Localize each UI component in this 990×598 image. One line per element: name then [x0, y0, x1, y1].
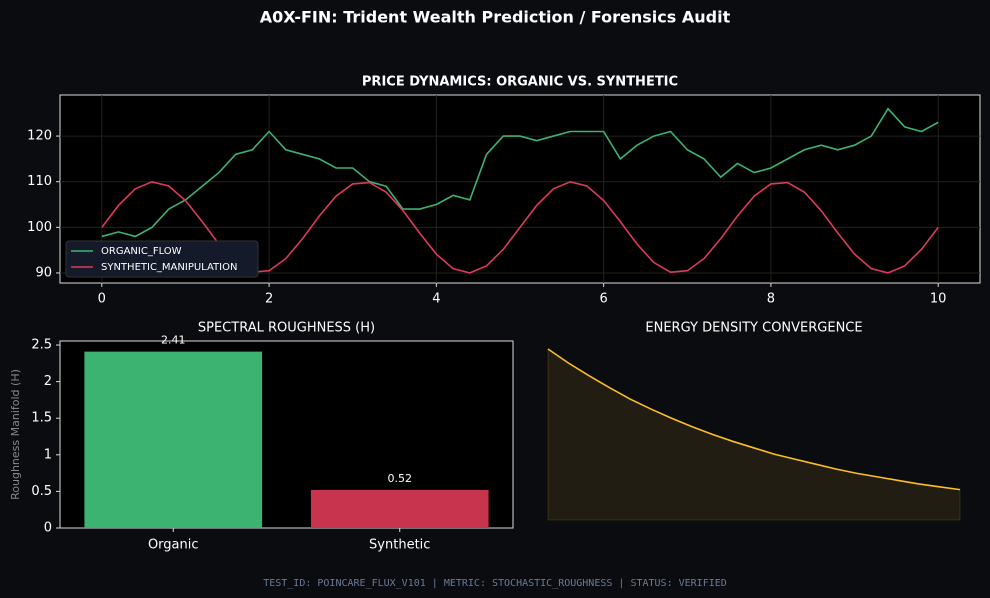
- chart-title: ENERGY DENSITY CONVERGENCE: [645, 321, 862, 336]
- y-tick-label: 2.5: [31, 338, 52, 353]
- value-label: 0.52: [388, 472, 413, 485]
- x-tick-label: 10: [930, 292, 947, 307]
- chart-title: SPECTRAL ROUGHNESS (H): [198, 321, 375, 336]
- x-tick-label: 6: [599, 292, 607, 307]
- y-tick-label: 1.5: [31, 411, 52, 426]
- y-tick-label: 1: [44, 447, 52, 462]
- bar: [310, 489, 489, 528]
- legend-label: ORGANIC_FLOW: [101, 246, 182, 257]
- legend-label: SYNTHETIC_MANIPULATION: [101, 262, 237, 273]
- y-tick-label: 100: [27, 220, 52, 235]
- y-tick-label: 0: [44, 521, 52, 536]
- chart-title: PRICE DYNAMICS: ORGANIC VS. SYNTHETIC: [362, 75, 678, 90]
- x-tick-label: 4: [432, 292, 440, 307]
- value-label: 2.41: [161, 334, 186, 347]
- y-axis-label: Roughness Manifold (H): [9, 369, 22, 500]
- x-tick-label: 0: [98, 292, 106, 307]
- y-tick-label: 90: [35, 265, 52, 280]
- legend-box: [65, 240, 259, 278]
- area-line: [547, 348, 961, 491]
- x-tick-label: Organic: [148, 538, 199, 553]
- footer: TEST_ID: POINCARE_FLUX_V101 | METRIC: ST…: [263, 578, 727, 589]
- y-tick-label: 110: [27, 174, 52, 189]
- series-line: [101, 107, 939, 238]
- y-tick-label: 2: [44, 374, 52, 389]
- y-tick-label: 0.5: [31, 484, 52, 499]
- y-tick-label: 120: [27, 129, 52, 144]
- bar: [84, 351, 263, 528]
- area-fill: [547, 348, 961, 521]
- x-tick-label: 8: [767, 292, 775, 307]
- x-tick-label: 2: [265, 292, 273, 307]
- x-tick-label: Synthetic: [369, 538, 430, 553]
- page-title: A0X-FIN: Trident Wealth Prediction / For…: [260, 8, 731, 27]
